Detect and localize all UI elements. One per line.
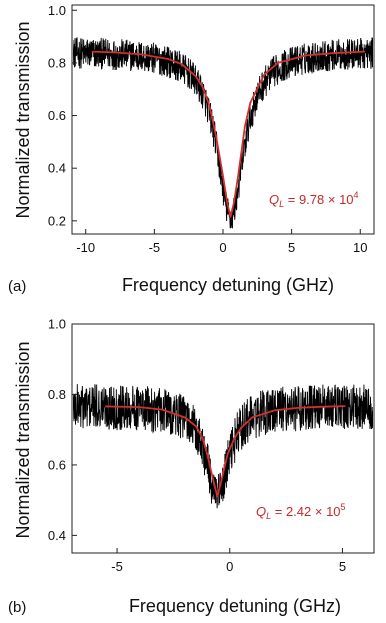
axis-ticks-b: -5 0 5 0.4 0.6 0.8 1.0 bbox=[48, 317, 346, 575]
panel-label-b: (b) bbox=[8, 599, 26, 616]
panel-label-a: (a) bbox=[8, 278, 26, 295]
x-tick-label-a-1: -5 bbox=[149, 240, 161, 255]
y-axis-label-b: Normalized transmission bbox=[13, 341, 33, 538]
q-exponent-a: 4 bbox=[354, 190, 359, 200]
fit-line-a bbox=[91, 50, 366, 218]
q-symbol-b: Q bbox=[256, 504, 266, 519]
panel-a: -10 -5 0 5 10 0.2 0.4 0.6 0.8 1.0 Normalized tran… bbox=[8, 3, 375, 295]
q-symbol-a: Q bbox=[269, 192, 279, 207]
y-tick-label-b-1: 0.6 bbox=[48, 457, 66, 472]
x-tick-label-b-0: -5 bbox=[111, 559, 123, 574]
q-value-a: = 9.78 × 10 bbox=[284, 192, 353, 207]
q-annotation-b: QL = 2.42 × 105 bbox=[256, 502, 346, 521]
x-tick-label-a-4: 10 bbox=[353, 240, 367, 255]
noisy-trace-b bbox=[73, 384, 373, 509]
x-axis-label-a: Frequency detuning (GHz) bbox=[122, 275, 334, 295]
x-tick-label-a-2: 0 bbox=[219, 240, 226, 255]
y-tick-label-b-3: 1.0 bbox=[48, 317, 66, 332]
y-axis-label-a: Normalized transmission bbox=[13, 21, 33, 218]
q-annotation-a: QL = 9.78 × 104 bbox=[269, 190, 359, 209]
noisy-trace-line-b bbox=[73, 384, 373, 509]
y-tick-label-a-4: 1.0 bbox=[48, 3, 66, 18]
y-tick-label-b-2: 0.8 bbox=[48, 387, 66, 402]
panel-b: -5 0 5 0.4 0.6 0.8 1.0 Normalized transmission… bbox=[8, 317, 375, 616]
plot-frame-b bbox=[71, 323, 375, 554]
x-axis-label-b: Frequency detuning (GHz) bbox=[129, 596, 341, 616]
x-tick-label-a-3: 5 bbox=[288, 240, 295, 255]
fit-curve-a bbox=[91, 50, 366, 218]
y-tick-label-a-0: 0.2 bbox=[48, 213, 66, 228]
q-subscript-a: L bbox=[279, 199, 284, 209]
axis-ticks-a: -10 -5 0 5 10 0.2 0.4 0.6 0.8 1.0 bbox=[48, 3, 368, 255]
q-value-b: = 2.42 × 10 bbox=[271, 504, 340, 519]
q-subscript-b: L bbox=[266, 511, 271, 521]
y-tick-label-a-2: 0.6 bbox=[48, 108, 66, 123]
y-tick-label-a-3: 0.8 bbox=[48, 55, 66, 70]
x-tick-label-a-0: -10 bbox=[76, 240, 95, 255]
q-exponent-b: 5 bbox=[341, 502, 346, 512]
y-tick-label-a-1: 0.4 bbox=[48, 161, 66, 176]
y-tick-label-b-0: 0.4 bbox=[48, 528, 66, 543]
x-tick-label-b-1: 0 bbox=[226, 559, 233, 574]
x-tick-label-b-2: 5 bbox=[339, 559, 346, 574]
fit-curve-b bbox=[104, 405, 346, 498]
fit-line-b bbox=[104, 405, 346, 498]
